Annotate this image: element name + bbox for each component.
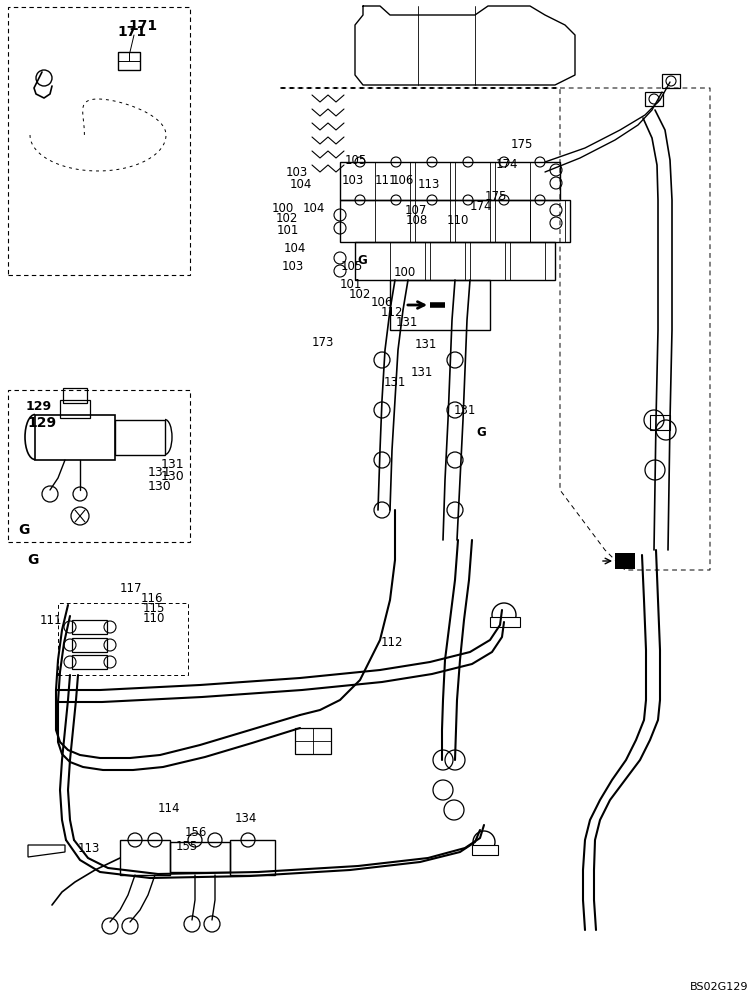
Text: 103: 103 xyxy=(342,174,364,186)
Bar xyxy=(495,162,530,200)
Bar xyxy=(495,200,530,242)
Bar xyxy=(390,280,490,330)
Text: 108: 108 xyxy=(406,215,428,228)
Text: 175: 175 xyxy=(511,138,534,151)
Text: 103: 103 xyxy=(286,165,308,178)
Bar xyxy=(63,388,87,403)
Text: 117: 117 xyxy=(119,582,142,595)
Bar xyxy=(115,420,165,455)
Bar xyxy=(470,242,505,280)
Text: G: G xyxy=(476,426,486,438)
Text: G: G xyxy=(358,253,367,266)
Text: 114: 114 xyxy=(157,802,180,815)
Bar xyxy=(415,200,450,242)
Text: 110: 110 xyxy=(143,612,166,626)
Bar xyxy=(472,845,498,855)
Bar xyxy=(170,842,230,872)
Bar xyxy=(530,200,565,242)
Bar xyxy=(355,242,555,280)
Bar xyxy=(8,390,190,542)
Bar xyxy=(118,52,129,61)
Bar xyxy=(615,553,635,569)
Text: 102: 102 xyxy=(275,213,298,226)
Text: 131: 131 xyxy=(415,338,438,352)
Bar xyxy=(129,52,140,61)
Bar xyxy=(72,638,107,652)
Text: G: G xyxy=(27,553,39,567)
Text: 100: 100 xyxy=(272,202,294,215)
Text: 131: 131 xyxy=(160,458,184,471)
Text: 131: 131 xyxy=(395,316,418,330)
Bar xyxy=(118,52,140,70)
Text: 106: 106 xyxy=(392,174,414,186)
Text: 110: 110 xyxy=(447,215,469,228)
Text: 102: 102 xyxy=(349,288,371,300)
Text: 175: 175 xyxy=(485,190,507,204)
Text: 134: 134 xyxy=(234,812,257,826)
Text: 174: 174 xyxy=(496,158,519,172)
Text: 155: 155 xyxy=(175,840,197,854)
Text: 131: 131 xyxy=(148,466,172,480)
Text: 111: 111 xyxy=(39,614,62,628)
Text: 129: 129 xyxy=(26,399,52,412)
Bar xyxy=(430,242,465,280)
Bar xyxy=(120,840,170,875)
Text: 103: 103 xyxy=(281,260,303,273)
Bar xyxy=(35,415,115,460)
Text: 130: 130 xyxy=(160,470,184,483)
Text: 104: 104 xyxy=(290,178,312,190)
Text: 131: 131 xyxy=(384,375,407,388)
Text: 116: 116 xyxy=(141,591,163,604)
Text: 115: 115 xyxy=(143,602,166,615)
Text: 104: 104 xyxy=(302,202,325,215)
Bar xyxy=(58,603,188,675)
Bar xyxy=(295,728,331,754)
Text: 173: 173 xyxy=(311,336,334,349)
Text: 101: 101 xyxy=(339,277,362,290)
Text: 105: 105 xyxy=(345,153,367,166)
Text: 111: 111 xyxy=(374,174,397,186)
Text: 104: 104 xyxy=(284,241,306,254)
Bar xyxy=(390,242,425,280)
Text: 107: 107 xyxy=(404,204,427,217)
Text: 113: 113 xyxy=(78,842,101,856)
Bar xyxy=(60,400,90,418)
Text: 171: 171 xyxy=(117,25,147,39)
Text: 131: 131 xyxy=(454,403,476,416)
Bar xyxy=(340,162,560,200)
Bar xyxy=(415,162,450,200)
Text: 101: 101 xyxy=(277,224,299,236)
Bar xyxy=(490,617,520,627)
Text: 112: 112 xyxy=(380,306,403,320)
Bar xyxy=(8,7,190,275)
Bar xyxy=(510,242,545,280)
Bar xyxy=(72,620,107,634)
Text: 131: 131 xyxy=(411,365,433,378)
Text: 106: 106 xyxy=(370,296,393,310)
Text: 112: 112 xyxy=(380,636,403,648)
Text: G: G xyxy=(18,523,29,537)
Bar xyxy=(662,74,680,88)
Text: 129: 129 xyxy=(27,416,57,430)
Bar xyxy=(340,200,570,242)
Text: 171: 171 xyxy=(128,19,157,33)
Text: 156: 156 xyxy=(184,826,207,840)
Bar xyxy=(72,655,107,669)
Text: 130: 130 xyxy=(148,481,172,493)
Bar xyxy=(650,415,670,430)
Text: 174: 174 xyxy=(469,200,492,214)
Bar xyxy=(455,200,490,242)
Bar xyxy=(230,840,275,875)
Bar xyxy=(645,92,663,106)
Text: BS02G129: BS02G129 xyxy=(689,982,748,992)
Text: 105: 105 xyxy=(340,260,362,273)
Text: 113: 113 xyxy=(417,178,440,192)
Bar xyxy=(455,162,490,200)
Bar xyxy=(375,200,410,242)
Bar xyxy=(375,162,410,200)
Text: 100: 100 xyxy=(394,265,416,278)
